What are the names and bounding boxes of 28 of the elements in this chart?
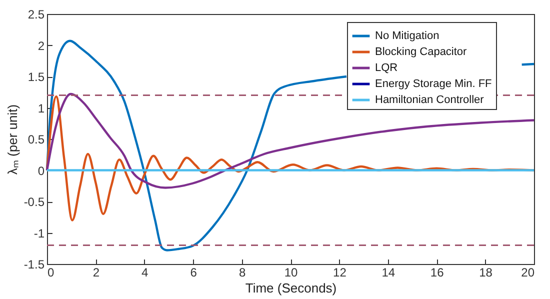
x-tick-label: 8 [238,266,246,280]
x-tick-label: 2 [92,266,100,280]
line-series [46,92,536,189]
y-tick-label: 0 [38,164,45,178]
legend-label: Hamiltonian Controller [375,94,484,106]
y-tick-label: -1.5 [24,258,45,272]
legend-label: LQR [375,62,398,74]
y-tick-label: 0.5 [28,132,45,146]
legend-label: Blocking Capacitor [375,46,468,58]
legend-label: No Mitigation [375,30,440,42]
x-tick-label: 0 [48,266,54,280]
y-axis-title: λₘ (per unit) [4,104,20,175]
y-tick-label: 1.5 [28,70,45,84]
x-tick-label: 10 [284,266,298,280]
y-tick-label: 2 [38,38,45,53]
x-tick-label: 14 [382,266,396,280]
x-tick-label: 4 [142,266,149,280]
x-tick-label: 20 [521,266,535,280]
x-tick-label: 18 [479,266,493,280]
x-tick-label: 16 [430,266,444,280]
y-tick-label: 2.5 [28,8,45,22]
x-tick-label: 6 [190,266,198,280]
legend-label: Energy Storage Min. FF [375,78,492,90]
y-tick-label: -1 [34,226,45,240]
x-axis-title: Time (Seconds) [245,280,337,296]
y-tick-label: -0.5 [24,195,45,209]
y-tick-label: 1 [38,101,45,116]
x-tick-label: 12 [333,266,347,280]
